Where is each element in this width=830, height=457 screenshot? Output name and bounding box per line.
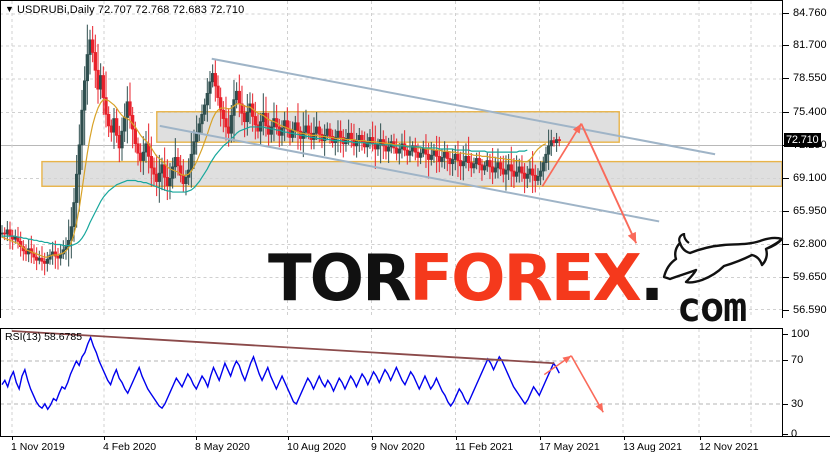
ma-fast-line	[1, 99, 547, 258]
price-tick-label: 75.400	[793, 105, 827, 118]
date-tick-label: 10 Aug 2020	[287, 441, 346, 453]
price-tick-label: 62.800	[793, 238, 827, 251]
date-tick-label: 12 Nov 2021	[699, 441, 759, 453]
date-tick-mark	[456, 436, 457, 440]
price-tick-label: 81.700	[793, 39, 827, 52]
forecast-arrow-down	[580, 123, 638, 244]
rsi-forecast-arrow-up	[543, 355, 572, 376]
date-tick-label: 17 May 2021	[539, 441, 600, 453]
price-tick-mark	[783, 78, 789, 80]
date-tick-mark	[196, 436, 197, 440]
rsi-tick-label: 100	[791, 328, 810, 340]
date-tick-mark	[372, 436, 373, 440]
price-tick-label: 84.760	[793, 7, 827, 20]
rsi-chart-canvas	[0, 329, 782, 436]
price-tick-label: 78.550	[793, 72, 827, 85]
date-tick-mark	[12, 436, 13, 440]
rsi-axis: 100 70 30 0	[783, 328, 830, 440]
forecast-arrow-up	[541, 123, 582, 187]
rsi-tick-mark	[783, 360, 788, 362]
date-axis: 1 Nov 2019 4 Feb 2020 8 May 2020 10 Aug 202…	[0, 436, 830, 457]
symbol-header-text: USDRUBi,Daily 72.707 72.768 72.683 72.71…	[17, 4, 245, 16]
rsi-line	[1, 335, 560, 411]
price-tick-mark	[783, 177, 789, 179]
price-chart-pane[interactable]: ▼ USDRUBi,Daily 72.707 72.768 72.683 72.7…	[0, 0, 783, 318]
price-tick-mark	[783, 111, 789, 113]
price-tick-label: 65.950	[793, 205, 827, 218]
price-tick-mark	[783, 277, 789, 279]
date-tick-mark	[624, 436, 625, 440]
rsi-header-label: RSI(13) 58.6785	[5, 331, 83, 343]
date-tick-mark	[700, 436, 701, 440]
rsi-tick-label: 0	[791, 428, 798, 440]
price-tick-mark	[783, 13, 789, 15]
rsi-tick-mark	[783, 334, 788, 335]
date-tick-mark	[540, 436, 541, 440]
rsi-indicator-pane[interactable]: RSI(13) 58.6785	[0, 328, 783, 436]
rsi-descending-trendline	[11, 330, 555, 365]
lower-descending-trendline	[159, 124, 660, 223]
price-tick-label: 56.590	[793, 303, 827, 316]
rsi-tick-mark	[783, 403, 788, 405]
date-tick-label: 11 Feb 2021	[455, 441, 514, 453]
rsi-tick-label: 70	[791, 354, 804, 367]
date-tick-label: 1 Nov 2019	[11, 441, 65, 453]
date-tick-label: 13 Aug 2021	[623, 441, 682, 453]
ma-slow-line	[1, 126, 528, 247]
rsi-tick-mark	[783, 434, 788, 435]
collapse-triangle-icon[interactable]: ▼	[5, 4, 15, 14]
rsi-forecast-arrow-down	[570, 355, 604, 413]
date-tick-label: 4 Feb 2020	[103, 441, 157, 453]
price-axis[interactable]: 84.76081.70078.55075.40072.25069.10065.9…	[783, 0, 830, 318]
date-tick-mark	[288, 436, 289, 440]
date-tick-label: 9 Nov 2020	[371, 441, 425, 453]
price-tick-mark	[783, 45, 789, 47]
price-chart-canvas	[0, 1, 782, 318]
date-tick-mark	[104, 436, 105, 440]
price-tick-mark	[783, 244, 789, 246]
upper-descending-trendline	[211, 57, 716, 156]
price-tick-mark	[783, 211, 789, 213]
price-tick-mark	[783, 309, 789, 311]
date-tick-label: 8 May 2020	[195, 441, 250, 453]
rsi-tick-label: 30	[791, 397, 804, 410]
symbol-header: ▼ USDRUBi,Daily 72.707 72.768 72.683 72.7…	[5, 4, 244, 16]
price-tick-label: 69.100	[793, 171, 827, 184]
current-price-tag: 72.710	[784, 132, 822, 147]
price-tick-label: 59.650	[793, 271, 827, 284]
